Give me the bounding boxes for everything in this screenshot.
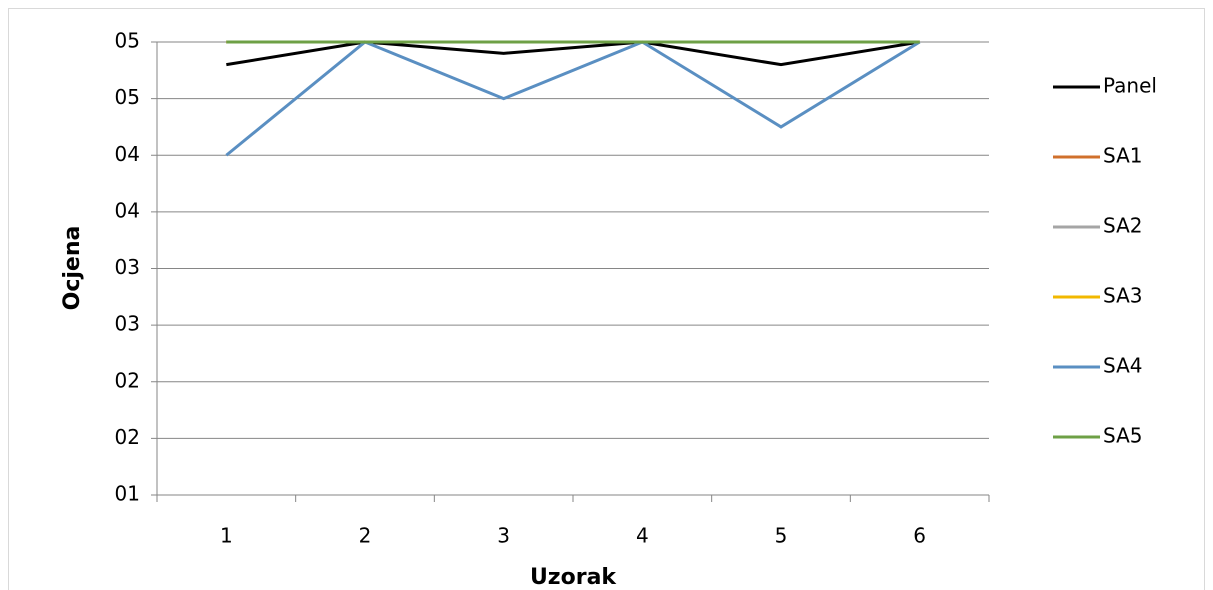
y-tick-label: 02 (115, 425, 140, 449)
y-tick-label: 05 (115, 29, 140, 53)
x-tick-label: 2 (359, 524, 372, 548)
y-tick-label: 04 (115, 198, 140, 222)
y-tick-label: 05 (115, 85, 140, 109)
y-axis-title: Ocjena (60, 226, 85, 311)
y-tick-label: 04 (115, 142, 140, 166)
legend-label: SA2 (1103, 214, 1142, 238)
x-axis-title: Uzorak (530, 565, 617, 590)
legend-label: SA3 (1103, 284, 1142, 308)
series-line (225, 40, 921, 157)
chart-border (8, 8, 1205, 590)
y-tick-label: 03 (115, 255, 140, 279)
x-tick-label: 3 (497, 524, 510, 548)
x-tick-label: 6 (913, 524, 926, 548)
x-tick-label: 5 (775, 524, 788, 548)
y-tick-label: 01 (115, 482, 140, 506)
legend-label: SA4 (1103, 354, 1142, 378)
legend-label: Panel (1103, 74, 1157, 98)
y-tick-label: 03 (115, 312, 140, 336)
legend-label: SA5 (1103, 424, 1142, 448)
legend-label: SA1 (1103, 144, 1142, 168)
x-tick-label: 1 (220, 524, 233, 548)
x-tick-label: 4 (636, 524, 649, 548)
series-line (226, 40, 920, 67)
y-tick-label: 02 (115, 368, 140, 392)
